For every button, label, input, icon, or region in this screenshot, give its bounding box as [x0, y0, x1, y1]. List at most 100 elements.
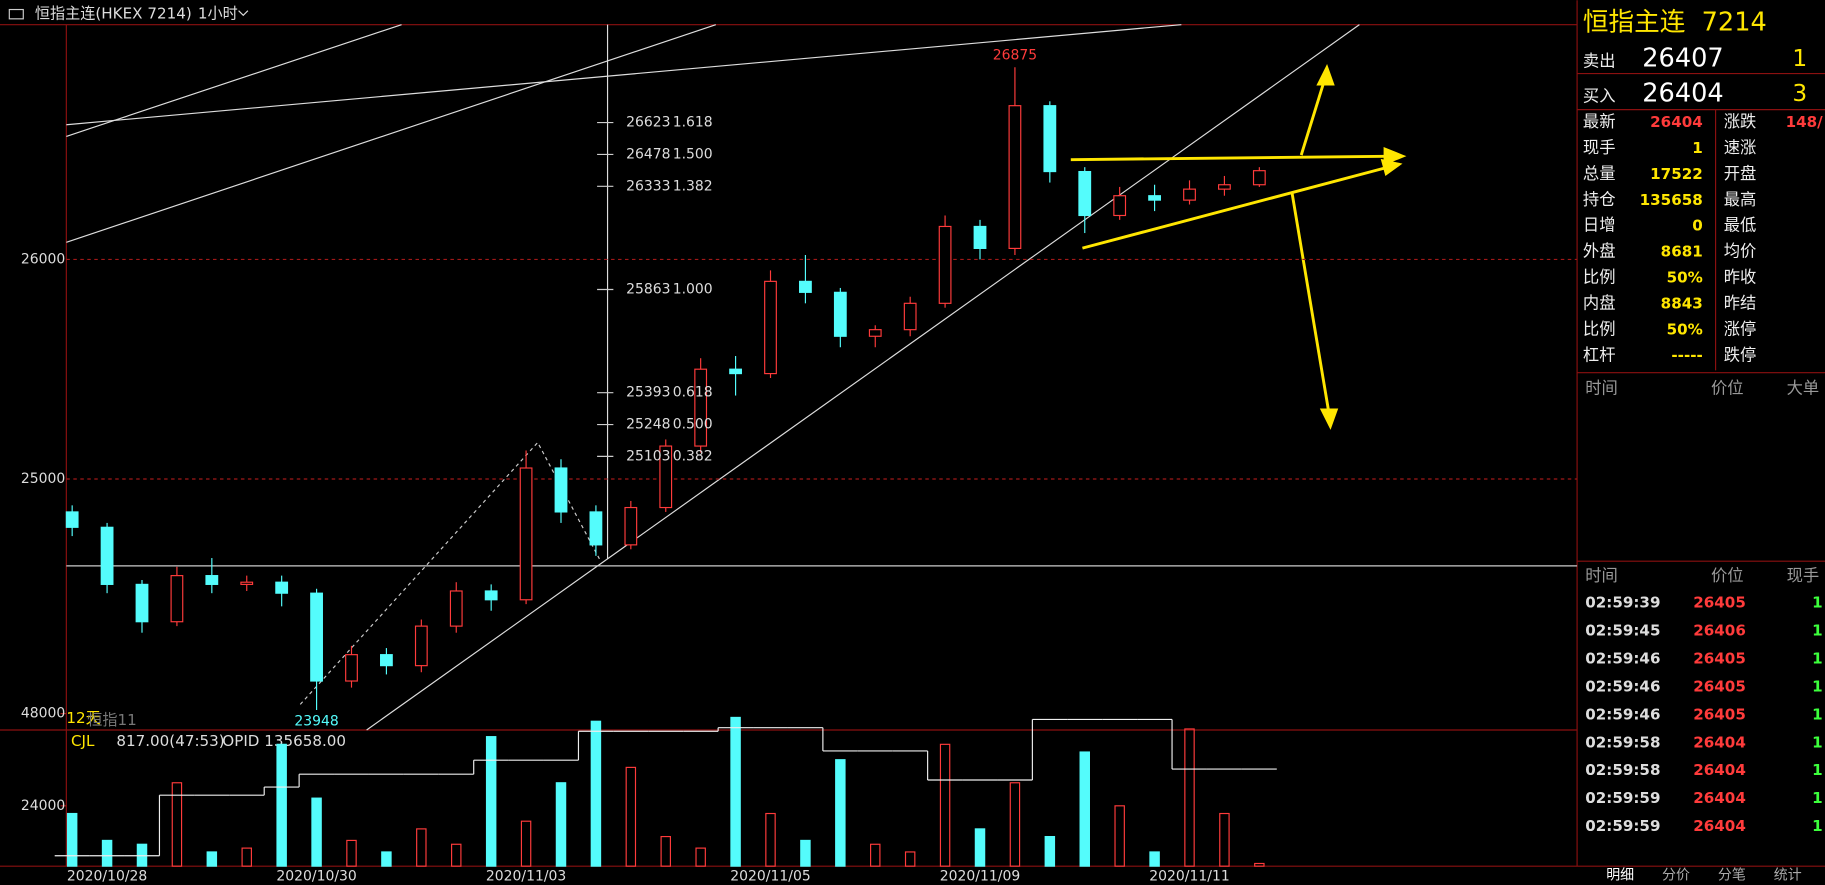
list-header: 大单 [1787, 378, 1820, 397]
stat-label: 最高 [1724, 190, 1757, 209]
stat-value: 50% [1667, 321, 1703, 339]
tab[interactable]: 分价 [1662, 867, 1690, 883]
volume-bar [765, 812, 776, 867]
stat-label: 昨收 [1724, 268, 1757, 287]
candle-body [764, 280, 777, 375]
fib-ratio: 0.382 [673, 448, 713, 464]
candle-body [1008, 105, 1022, 250]
volume-bar [939, 743, 951, 867]
candle-body [868, 329, 882, 337]
candle-body [100, 526, 114, 585]
period-label: 12天 [66, 709, 100, 727]
chevron[interactable] [238, 10, 249, 17]
volume-bar [346, 839, 357, 867]
candle-body [833, 291, 847, 337]
stat-label: 外盘 [1583, 242, 1616, 261]
volume-bar [870, 843, 881, 867]
list-header: 价位 [1711, 378, 1744, 397]
candle-body [205, 575, 219, 585]
low-label: 23948 [294, 714, 338, 730]
trade-time: 02:59:46 [1585, 705, 1660, 723]
candle-body [170, 575, 184, 623]
volume-bar [1184, 728, 1195, 867]
indicator-name[interactable]: CJL [71, 732, 95, 750]
candle-body [1078, 170, 1092, 217]
indicator-value: 817.00(47:53) [116, 732, 224, 750]
volume-bar [485, 736, 497, 867]
trade-price: 26404 [1693, 761, 1746, 779]
trade-qty: 1 [1812, 761, 1823, 779]
volume-bar [1149, 851, 1160, 867]
volume-bar [206, 851, 218, 867]
volume-bar [276, 743, 287, 867]
list-header: 价位 [1711, 566, 1744, 585]
interval[interactable]: 1小时 [198, 5, 238, 23]
panel-title: 恒指主连 [1583, 7, 1685, 37]
fib-ratio: 1.000 [673, 281, 713, 297]
stat-value: 26404 [1650, 113, 1703, 131]
stat-value: 0 [1692, 217, 1703, 235]
volume-bar [625, 766, 637, 867]
volume-bar [101, 839, 113, 867]
volume-bar [590, 720, 602, 867]
volume-bar [835, 759, 846, 867]
header: 恒指主连(HKEX 7214) 1小时 [8, 5, 249, 23]
trade-time: 02:59:58 [1585, 733, 1660, 751]
candle-body [729, 368, 742, 375]
symbol: 恒指主连(HKEX 7214) [35, 5, 192, 23]
fib-price: 26333 [626, 178, 670, 194]
volume-bar [66, 812, 78, 867]
trade-time: 02:59:58 [1585, 761, 1660, 779]
trade-qty: 1 [1812, 733, 1823, 751]
x-tick-label: 2020/10/30 [276, 869, 356, 885]
stat-value: 1 [1692, 139, 1703, 157]
candle-body [1218, 184, 1231, 190]
stat-label: 昨结 [1724, 294, 1757, 313]
candle-body [380, 654, 393, 667]
y-tick-label: 25000 [21, 471, 65, 487]
stat-label: 跌停 [1724, 346, 1757, 365]
trade-time: 02:59:45 [1585, 622, 1660, 640]
opid: OPID 135658.00 [222, 732, 346, 750]
trade-qty: 1 [1812, 677, 1823, 695]
candle-body [345, 654, 358, 682]
stat-label: 内盘 [1583, 294, 1616, 313]
stat-value: 8843 [1661, 295, 1703, 313]
panel-code: 7214 [1702, 7, 1767, 37]
tab[interactable]: 统计 [1774, 867, 1802, 883]
candle-body [449, 590, 463, 627]
x-tick-label: 2020/11/09 [940, 869, 1020, 885]
stat-label: 开盘 [1724, 164, 1757, 183]
stat-label: 总量 [1583, 164, 1616, 183]
candle-body [484, 590, 498, 601]
tab[interactable]: 分笔 [1718, 867, 1746, 883]
stat-value: 50% [1667, 269, 1703, 287]
stat-label: 最低 [1724, 216, 1757, 235]
trade-price: 26405 [1693, 705, 1746, 723]
volume-tick-label: 48000 [21, 706, 65, 722]
sell-label: 卖出 [1583, 51, 1616, 70]
volume-bar [416, 828, 427, 867]
stat-label: 比例 [1583, 320, 1616, 339]
trade-price: 26404 [1693, 817, 1746, 835]
list-header: 时间 [1585, 566, 1618, 585]
fib-ratio: 0.500 [673, 417, 713, 433]
candle-body [414, 625, 428, 667]
trade-time: 02:59:46 [1585, 677, 1660, 695]
trade-time: 02:59:59 [1585, 817, 1660, 835]
stat-label: 比例 [1583, 268, 1616, 287]
x-tick-label: 2020/11/11 [1149, 869, 1229, 885]
candle-body [973, 225, 987, 250]
change-value: 148/ [1786, 113, 1824, 131]
tab[interactable]: 明细 [1606, 867, 1634, 883]
fib-ratio: 1.382 [673, 178, 713, 194]
stat-label: 现手 [1583, 138, 1616, 157]
list-header: 时间 [1585, 378, 1618, 397]
stat-label: 涨停 [1724, 320, 1757, 339]
stat-label: 杠杆 [1583, 346, 1616, 365]
trade-time: 02:59:39 [1585, 594, 1660, 612]
x-tick-label: 2020/11/05 [730, 869, 810, 885]
volume-bar [1254, 862, 1265, 867]
candle-body [65, 511, 79, 528]
ma-label: 恒指11 [87, 711, 136, 729]
